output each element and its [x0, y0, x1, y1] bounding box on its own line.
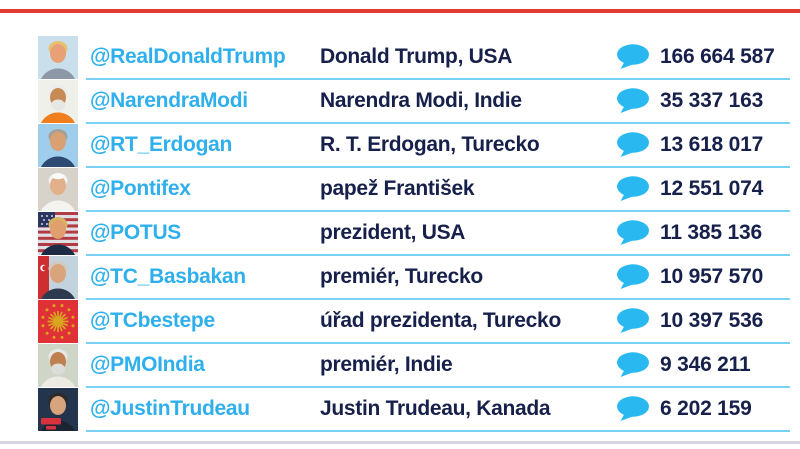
- row-line: @TCbestepe úřad prezidenta, Turecko 10 3…: [86, 300, 790, 344]
- follower-count: 166 664 587: [660, 45, 775, 68]
- avatar: [38, 168, 78, 211]
- speech-bubble-icon: [616, 308, 650, 334]
- follower-count: 9 346 211: [660, 353, 751, 376]
- row-line: @RT_Erdogan R. T. Erdogan, Turecko 13 61…: [86, 124, 790, 168]
- account-description: prezident, USA: [320, 221, 466, 244]
- table-row: @TC_Basbakan premiér, Turecko 10 957 570: [0, 256, 800, 300]
- table-row: @NarendraModi Narendra Modi, Indie 35 33…: [0, 80, 800, 124]
- avatar: [38, 212, 78, 255]
- account-handle-link[interactable]: @RealDonaldTrump: [90, 45, 286, 68]
- row-line: @RealDonaldTrump Donald Trump, USA 166 6…: [86, 36, 790, 80]
- account-handle-link[interactable]: @JustinTrudeau: [90, 397, 250, 420]
- table-row: @TCbestepe úřad prezidenta, Turecko 10 3…: [0, 300, 800, 344]
- row-line: @PMOIndia premiér, Indie 9 346 211: [86, 344, 790, 388]
- speech-bubble-icon: [616, 352, 650, 378]
- speech-bubble-icon: [616, 88, 650, 114]
- table-row: @RT_Erdogan R. T. Erdogan, Turecko 13 61…: [0, 124, 800, 168]
- follower-count: 11 385 136: [660, 221, 762, 244]
- avatar: [38, 388, 78, 431]
- speech-bubble-icon: [616, 44, 650, 70]
- follower-count: 12 551 074: [660, 177, 764, 200]
- table-row: @Pontifex papež František 12 551 074: [0, 168, 800, 212]
- account-handle-link[interactable]: @RT_Erdogan: [90, 133, 233, 156]
- avatar: [38, 36, 78, 79]
- account-description: Justin Trudeau, Kanada: [320, 397, 551, 420]
- account-description: R. T. Erdogan, Turecko: [320, 133, 540, 156]
- account-handle-link[interactable]: @TCbestepe: [90, 309, 215, 332]
- row-line: @TC_Basbakan premiér, Turecko 10 957 570: [86, 256, 790, 300]
- follower-count: 6 202 159: [660, 397, 752, 420]
- table-row: @JustinTrudeau Justin Trudeau, Kanada 6 …: [0, 388, 800, 432]
- row-line: @POTUS prezident, USA 11 385 136: [86, 212, 790, 256]
- top-rule: [0, 9, 800, 13]
- follower-count: 35 337 163: [660, 89, 764, 112]
- account-description: Narendra Modi, Indie: [320, 89, 522, 112]
- account-handle-link[interactable]: @PMOIndia: [90, 353, 205, 376]
- follower-count: 13 618 017: [660, 133, 764, 156]
- avatar: [38, 80, 78, 123]
- account-description: úřad prezidenta, Turecko: [320, 309, 561, 332]
- speech-bubble-icon: [616, 220, 650, 246]
- avatar: [38, 300, 78, 343]
- row-line: @NarendraModi Narendra Modi, Indie 35 33…: [86, 80, 790, 124]
- table-row: @PMOIndia premiér, Indie 9 346 211: [0, 344, 800, 388]
- avatar: [38, 256, 78, 299]
- avatar: [38, 344, 78, 387]
- follower-count: 10 957 570: [660, 265, 764, 288]
- account-description: Donald Trump, USA: [320, 45, 513, 68]
- bottom-rule: [0, 441, 800, 444]
- row-line: @JustinTrudeau Justin Trudeau, Kanada 6 …: [86, 388, 790, 432]
- row-line: @Pontifex papež František 12 551 074: [86, 168, 790, 212]
- account-handle-link[interactable]: @TC_Basbakan: [90, 265, 246, 288]
- account-handle-link[interactable]: @POTUS: [90, 221, 182, 244]
- account-handle-link[interactable]: @NarendraModi: [90, 89, 248, 112]
- speech-bubble-icon: [616, 264, 650, 290]
- table-row: @POTUS prezident, USA 11 385 136: [0, 212, 800, 256]
- table-row: @RealDonaldTrump Donald Trump, USA 166 6…: [0, 36, 800, 80]
- account-description: premiér, Indie: [320, 353, 453, 376]
- followers-table: @RealDonaldTrump Donald Trump, USA 166 6…: [0, 36, 800, 432]
- avatar: [38, 124, 78, 167]
- speech-bubble-icon: [616, 396, 650, 422]
- account-handle-link[interactable]: @Pontifex: [90, 177, 191, 200]
- speech-bubble-icon: [616, 132, 650, 158]
- follower-count: 10 397 536: [660, 309, 764, 332]
- account-description: papež František: [320, 177, 475, 200]
- account-description: premiér, Turecko: [320, 265, 483, 288]
- speech-bubble-icon: [616, 176, 650, 202]
